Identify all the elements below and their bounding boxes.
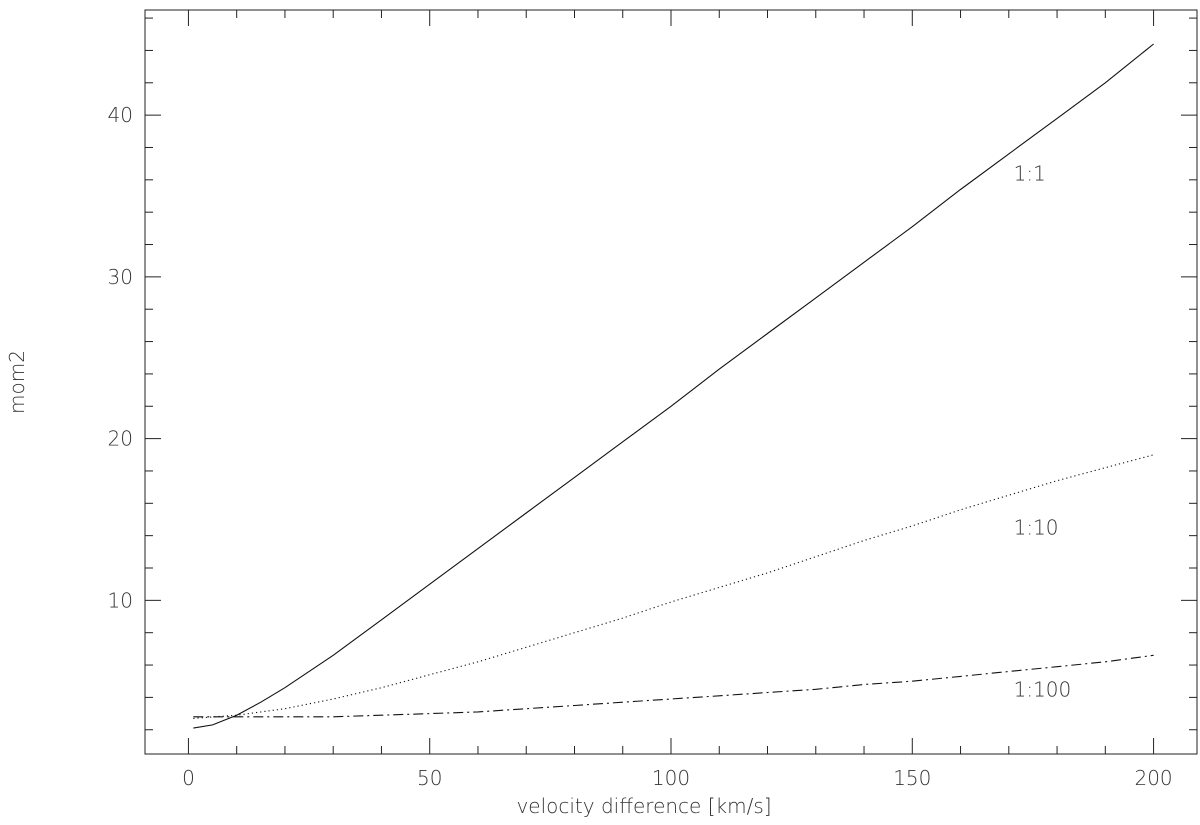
y-tick-label: 20 xyxy=(108,427,133,451)
major-ticks xyxy=(145,10,1197,754)
series-label-3: 1:100 xyxy=(1014,677,1072,701)
y-axis-title: mom2 xyxy=(5,350,29,414)
series-labels: 1:1 1:10 1:100 xyxy=(1014,161,1072,701)
y-tick-label: 40 xyxy=(108,103,133,127)
x-axis-title: velocity difference [km/s] xyxy=(516,794,771,818)
minor-ticks xyxy=(145,10,1197,754)
series-label-1: 1:1 xyxy=(1014,161,1046,185)
y-tick-labels: 10 20 30 40 xyxy=(108,103,133,612)
series-line-3 xyxy=(193,654,1154,718)
x-tick-label: 50 xyxy=(417,766,442,790)
x-tick-label: 150 xyxy=(893,766,931,790)
series-line-1 xyxy=(193,43,1154,729)
plot-frame xyxy=(144,9,1198,755)
series-label-2: 1:10 xyxy=(1014,516,1059,540)
y-tick-label: 30 xyxy=(108,265,133,289)
x-tick-label: 100 xyxy=(652,766,690,790)
y-tick-label: 10 xyxy=(108,588,133,612)
series-lines xyxy=(193,43,1154,729)
x-tick-label: 0 xyxy=(182,766,195,790)
x-tick-label: 200 xyxy=(1134,766,1172,790)
x-tick-labels: 0 50 100 150 200 xyxy=(182,766,1173,790)
series-line-2 xyxy=(193,454,1154,719)
